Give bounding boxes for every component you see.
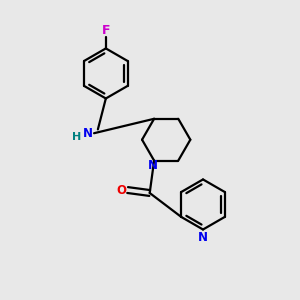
Text: O: O: [116, 184, 126, 196]
Text: N: N: [198, 231, 208, 244]
Text: F: F: [102, 24, 110, 37]
Text: N: N: [83, 127, 93, 140]
Text: N: N: [148, 159, 158, 172]
Text: H: H: [72, 132, 81, 142]
